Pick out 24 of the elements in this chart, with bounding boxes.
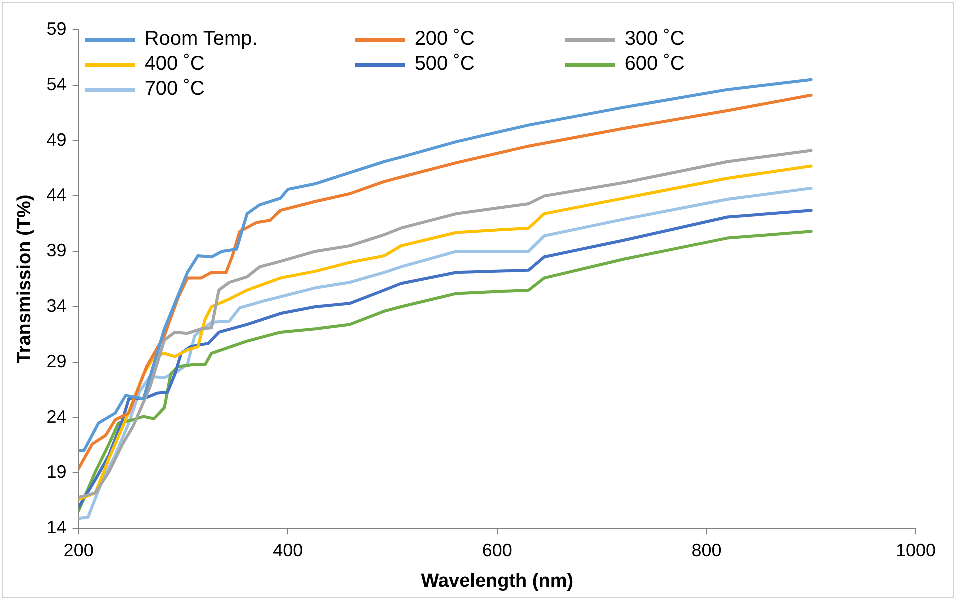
x-tick-label: 200 bbox=[64, 540, 94, 560]
x-tick-label: 1000 bbox=[896, 540, 936, 560]
legend-label: 300 ˚C bbox=[624, 28, 685, 51]
y-tick-label: 44 bbox=[46, 185, 67, 206]
x-tick-label: 600 bbox=[482, 540, 512, 560]
y-tick-label: 29 bbox=[46, 351, 67, 372]
legend-label: Room Temp. bbox=[144, 28, 258, 51]
y-axis-title: Transmission (T%) bbox=[14, 194, 36, 364]
x-axis-title: Wavelength (nm) bbox=[421, 570, 574, 592]
y-tick-label: 59 bbox=[46, 18, 67, 39]
legend-label: 500 ˚C bbox=[414, 53, 475, 76]
y-tick-label: 19 bbox=[46, 462, 67, 482]
legend-label: 700 ˚C bbox=[144, 78, 205, 101]
x-tick-label: 400 bbox=[273, 540, 304, 560]
y-tick-label: 54 bbox=[46, 74, 67, 94]
legend-label: 600 ˚C bbox=[624, 53, 685, 76]
y-tick-label: 14 bbox=[46, 518, 67, 538]
y-tick-label: 34 bbox=[46, 296, 67, 316]
y-tick-label: 49 bbox=[46, 130, 67, 150]
y-tick-label: 39 bbox=[46, 240, 67, 261]
x-tick-label: 800 bbox=[692, 540, 722, 560]
legend-label: 400 ˚C bbox=[144, 53, 205, 76]
y-tick-label: 24 bbox=[46, 406, 67, 427]
legend-label: 200 ˚C bbox=[414, 28, 475, 51]
